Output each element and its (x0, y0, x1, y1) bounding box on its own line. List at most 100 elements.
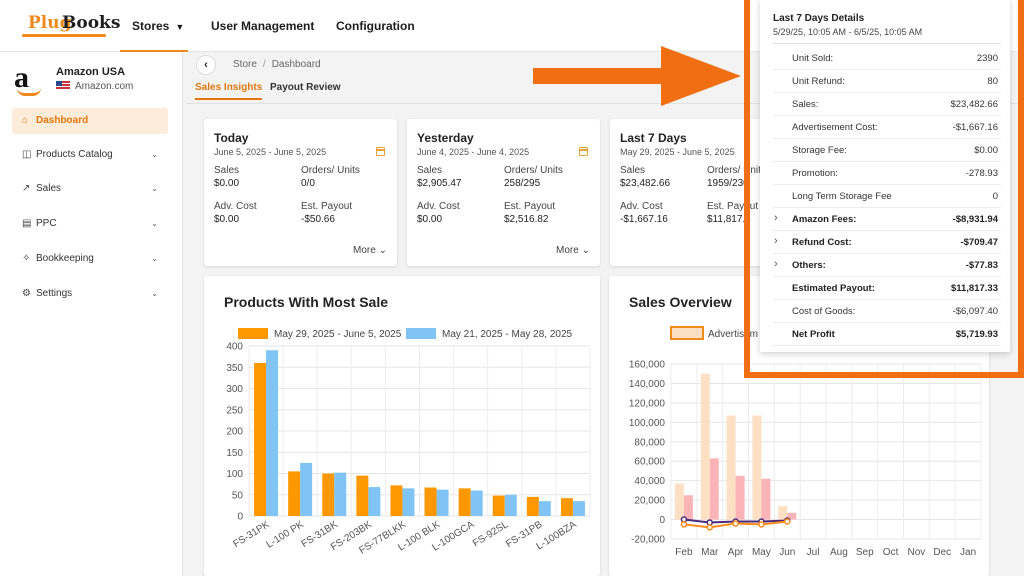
store-name: Amazon USA (56, 66, 126, 78)
chevron-down-icon: ⌄ (151, 184, 158, 193)
y-tick-label: -20,000 (631, 535, 665, 546)
popup-row[interactable]: › Others: -$77.83 (773, 255, 1001, 277)
bar (300, 462, 313, 516)
amazon-logo-icon: a (14, 63, 44, 96)
calendar-icon[interactable] (579, 147, 588, 156)
popup-row-label: Sales: (792, 99, 819, 110)
chevron-down-icon: ⌄ (151, 150, 158, 159)
legend-swatch (238, 328, 268, 339)
sidebar: a Amazon USA Amazon.com ⌂ Dashboard ◫ Prod… (0, 52, 183, 576)
sidebar-item-dashboard[interactable]: ⌂ Dashboard (12, 108, 168, 134)
bar (683, 495, 693, 520)
est-payout-label: Est. Payout (301, 201, 353, 212)
legend-swatch (406, 328, 436, 339)
tab-sales-insights[interactable]: Sales Insights (195, 82, 263, 100)
y-tick-label: 60,000 (634, 457, 665, 468)
popup-row[interactable]: › Refund Cost: -$709.47 (773, 232, 1001, 254)
logo-plug-text: Plug (28, 13, 72, 33)
popup-row-value: -$77.83 (965, 260, 998, 271)
popup-row-label: Long Term Storage Fee (792, 191, 892, 202)
bar (334, 472, 347, 516)
popup-row-label: Net Profit (792, 329, 835, 340)
bar (470, 490, 483, 516)
chevron-down-icon: ▼ (175, 22, 185, 32)
nav-configuration[interactable]: Configuration (336, 19, 415, 33)
chevron-down-icon: ⌄ (378, 245, 387, 256)
bar (390, 485, 403, 516)
calendar-icon[interactable] (376, 147, 385, 156)
card-date-range: June 5, 2025 - June 5, 2025 (214, 147, 327, 157)
x-tick-label: Jun (779, 547, 795, 558)
more-button[interactable]: More ⌄ (556, 245, 590, 256)
adv-cost-value: $0.00 (417, 214, 443, 225)
bar (778, 505, 788, 520)
popup-row-label: Estimated Payout: (792, 283, 875, 294)
chevron-right-icon[interactable]: › (774, 235, 778, 247)
line-point (706, 524, 713, 531)
orders-label: Orders/ Units (301, 165, 360, 176)
popup-row-label: Unit Refund: (792, 76, 845, 87)
bar (761, 478, 771, 520)
tab-payout-review[interactable]: Payout Review (270, 82, 341, 93)
bar (538, 501, 551, 516)
popup-row: Net Profit $5,719.93 (773, 324, 1001, 346)
bar (560, 498, 573, 516)
x-tick-label: Jul (807, 547, 820, 558)
store-selector[interactable]: a Amazon USA Amazon.com (14, 63, 174, 104)
chevron-right-icon[interactable]: › (774, 212, 778, 224)
sales-value: $23,482.66 (620, 178, 671, 189)
bar (504, 494, 517, 516)
more-button[interactable]: More ⌄ (353, 245, 387, 256)
plugbooks-logo[interactable]: Plug Books (22, 12, 120, 38)
x-tick-label: Nov (908, 547, 926, 558)
popup-title: Last 7 Days Details (773, 13, 865, 24)
nav-stores-menu[interactable]: Stores ▼ (120, 0, 188, 52)
ad-icon: ▤ (22, 218, 32, 229)
sidebar-item-bookkeeping[interactable]: ✧ Bookkeeping ⌄ (12, 246, 168, 272)
y-tick-label: 100,000 (629, 418, 666, 429)
popup-row-label: Storage Fee: (792, 145, 847, 156)
popup-row-value: 80 (987, 76, 998, 87)
logo-underline (22, 34, 106, 37)
orders-value: 258/295 (504, 178, 541, 189)
legend-swatch (670, 326, 704, 340)
sidebar-item-label: Products Catalog (36, 149, 113, 160)
sales-overview-chart: Advertisem -20,000 0 20,000 40,000 60,000 80,0… (629, 326, 982, 558)
puzzle-icon: ✧ (22, 253, 31, 264)
more-label: More (353, 245, 376, 256)
sidebar-item-sales[interactable]: ↗ Sales ⌄ (12, 176, 168, 202)
sidebar-item-products-catalog[interactable]: ◫ Products Catalog ⌄ (12, 142, 168, 168)
bar (436, 489, 449, 516)
y-tick-label: 140,000 (629, 379, 666, 390)
sidebar-item-ppc[interactable]: ▤ PPC ⌄ (12, 211, 168, 237)
breadcrumb-store[interactable]: Store (233, 59, 257, 70)
popup-row: Promotion: -278.93 (773, 163, 1001, 185)
popup-row-value: 0 (992, 191, 998, 202)
back-button[interactable]: ‹ (196, 55, 216, 75)
legend-label: May 29, 2025 - June 5, 2025 (274, 329, 402, 340)
panel-title: Products With Most Sale (224, 294, 389, 310)
card-date-range: June 4, 2025 - June 4, 2025 (417, 147, 530, 157)
popup-row-label: Unit Sold: (792, 53, 834, 64)
orders-label: Orders/ Units (504, 165, 563, 176)
chevron-down-icon: ⌄ (151, 219, 158, 228)
popup-row[interactable]: › Amazon Fees: -$8,931.94 (773, 209, 1001, 231)
x-tick-label: Apr (728, 547, 744, 558)
box-icon: ◫ (22, 149, 32, 160)
y-tick-label: 400 (226, 342, 243, 353)
orders-label: Orders/ Units (707, 165, 766, 176)
est-payout-value: $11,817.3 (707, 214, 751, 225)
popup-row-label: Cost of Goods: (792, 306, 856, 317)
store-domain: Amazon.com (56, 81, 133, 92)
x-tick-label: L-100 PK (265, 519, 306, 551)
popup-row-value: $23,482.66 (950, 99, 998, 110)
sidebar-item-settings[interactable]: ⚙ Settings ⌄ (12, 281, 168, 307)
chevron-right-icon[interactable]: › (774, 258, 778, 270)
us-flag-icon (56, 81, 70, 90)
bar (458, 488, 471, 516)
est-payout-value: -$50.66 (301, 214, 335, 225)
nav-user-management[interactable]: User Management (211, 19, 315, 33)
card-date-range: May 29, 2025 - June 5, 2025 (620, 147, 735, 157)
x-tick-label: Jan (960, 547, 976, 558)
est-payout-label: Est. Payout (707, 201, 759, 212)
